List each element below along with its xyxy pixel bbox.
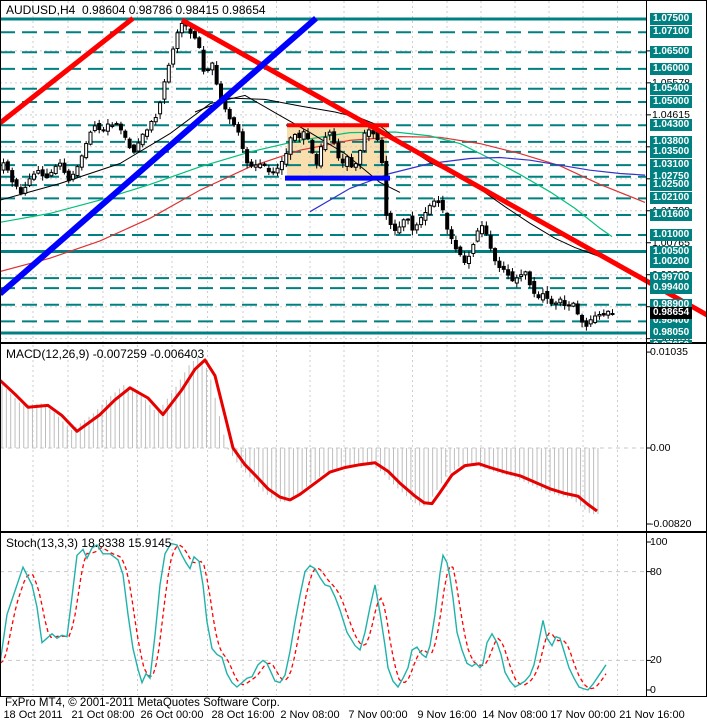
stoch-scale-label: 100 [650, 536, 668, 548]
symbol-title: AUDUSD,H4 0.98604 0.98786 0.98415 0.9865… [6, 3, 266, 17]
date-label: 14 Nov 08:00 [482, 709, 548, 721]
stoch-scale-label: 80 [650, 565, 662, 578]
ma-red-slow [0, 135, 646, 273]
macd-indicator-label: MACD(12,26,9) -0.007259 -0.006403 [6, 347, 205, 361]
date-label: 9 Nov 16:00 [417, 709, 477, 721]
ohlc-values: 0.98604 0.98786 0.98415 0.98654 [82, 3, 266, 17]
descending-red-trendline[interactable] [180, 17, 707, 318]
stoch-scale-label: 20 [650, 654, 662, 667]
date-label: 18 Oct 2011 [3, 709, 63, 721]
stoch-indicator-label: Stoch(13,3,3) 18.8338 15.9145 [6, 536, 172, 550]
date-label: 28 Oct 16:00 [211, 709, 275, 721]
date-label: 26 Oct 00:00 [140, 709, 204, 721]
symbol-name: AUDUSD,H4 [6, 3, 76, 17]
macd-scale-label: -0.00820 [650, 517, 692, 530]
ma-black-mid [194, 97, 613, 262]
terminal-copyright: FxPro MT4, © 2001-2011 MetaQuotes Softwa… [5, 697, 280, 709]
macd-histogram [1, 356, 599, 515]
date-label: 2 Nov 08:00 [280, 709, 340, 721]
stoch-d-line [0, 544, 607, 690]
date-label: 17 Nov 00:00 [550, 709, 616, 721]
date-label: 7 Nov 00:00 [348, 709, 408, 721]
date-label: 21 Oct 08:00 [71, 709, 135, 721]
stochastic-panel[interactable] [0, 542, 646, 691]
ascending-red-trendline[interactable] [0, 16, 135, 125]
stoch-k-line [0, 542, 607, 691]
date-label: 21 Nov 16:00 [619, 709, 685, 721]
main-chart-panel[interactable] [0, 1, 707, 695]
macd-signal-line [0, 358, 598, 513]
stoch-scale-label: 0 [650, 684, 656, 696]
ascending-blue-trendline[interactable] [0, 16, 318, 297]
ma-green [0, 131, 613, 238]
macd-panel[interactable] [0, 356, 646, 515]
macd-scale-label: 0.00 [650, 442, 671, 454]
macd-scale-label: 0.01035 [650, 346, 688, 359]
